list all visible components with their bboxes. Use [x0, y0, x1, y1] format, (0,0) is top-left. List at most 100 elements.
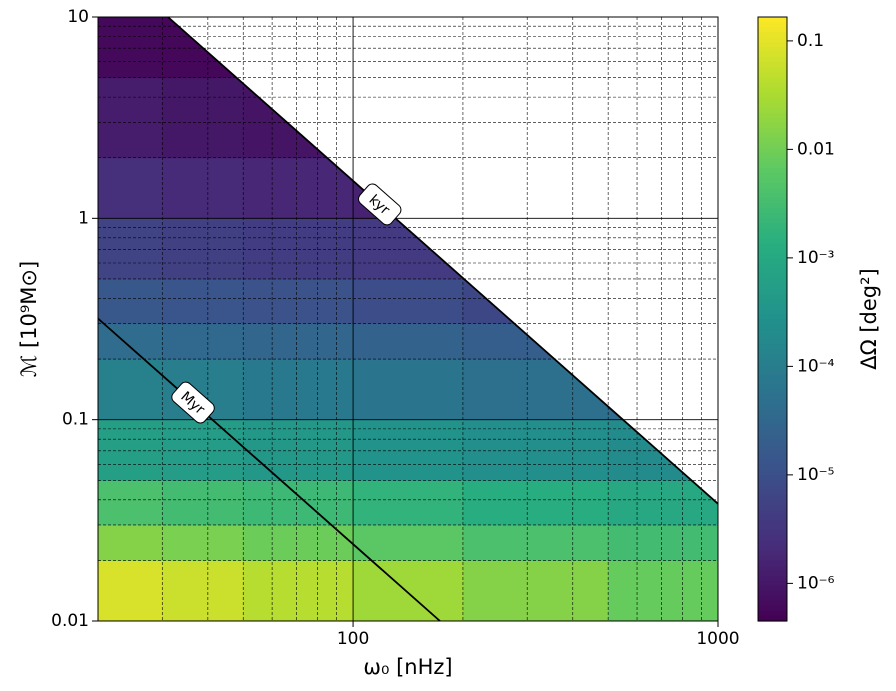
- colorbar-segment: [758, 485, 787, 491]
- colorbar-segment: [758, 288, 787, 295]
- colorbar-segment: [758, 77, 787, 84]
- contour-cell: [162, 480, 244, 526]
- colorbar-segment: [758, 57, 787, 63]
- colorbar-segment: [758, 439, 787, 446]
- contour-cell: [243, 278, 354, 325]
- contour-cell: [162, 278, 244, 325]
- contour-cell: [162, 77, 244, 159]
- contour-cell: [353, 560, 464, 621]
- contour-cell: [98, 278, 163, 325]
- colorbar-segment: [758, 359, 787, 365]
- colorbar-segment: [758, 157, 787, 164]
- plot-frame: [97, 16, 719, 622]
- colorbar-segment: [758, 198, 787, 204]
- colorbar-segment: [758, 530, 787, 537]
- colorbar-segment: [758, 334, 787, 340]
- contour-cell: [243, 560, 354, 621]
- contour-cell: [98, 77, 163, 159]
- colorbar-segment: [758, 213, 787, 219]
- contour-cell: [462, 560, 609, 621]
- colorbar-segment: [758, 17, 787, 23]
- colorbar-segment: [758, 495, 787, 501]
- colorbar-segment: [758, 228, 787, 235]
- colorbar-segment: [758, 273, 787, 280]
- colorbar-segment: [758, 354, 787, 360]
- colorbar-segment: [758, 168, 787, 174]
- contour-cell: [162, 419, 244, 481]
- colorbar-segment: [758, 605, 787, 612]
- colorbar-segment: [758, 137, 787, 144]
- colorbar-segment: [758, 560, 787, 567]
- contour-cell: [162, 524, 244, 561]
- colorbar-segment: [758, 233, 787, 240]
- contour-cell: [162, 560, 244, 621]
- contour-cell: [98, 480, 163, 526]
- contour-cell: [162, 157, 244, 219]
- colorbar-segment: [758, 349, 787, 355]
- colorbar-segment: [758, 183, 787, 189]
- colorbar-segment: [758, 238, 787, 245]
- colorbar-segment: [758, 283, 787, 290]
- line-label-box: [171, 381, 215, 424]
- colorbar-segment: [758, 278, 787, 285]
- colorbar-segment: [758, 464, 787, 471]
- contour-cell: [608, 480, 718, 526]
- contour-cell: [462, 77, 609, 159]
- colorbar-segment: [758, 97, 787, 104]
- colorbar-segment: [758, 444, 787, 451]
- contour-cell: [162, 323, 244, 360]
- colorbar-segment: [758, 193, 787, 199]
- colorbar-segment: [758, 102, 787, 109]
- colorbar-tick-label: 10⁻⁴: [797, 356, 835, 376]
- contour-cell: [243, 480, 354, 526]
- contour-cell: [98, 17, 163, 79]
- colorbar-segment: [758, 414, 787, 421]
- contour-cell: [462, 157, 609, 219]
- colorbar-tick-label: 10⁻³: [797, 248, 834, 268]
- colorbar-segment: [758, 32, 787, 38]
- contour-cell: [98, 524, 163, 561]
- contour-cell: [243, 323, 354, 360]
- contour-cell: [462, 480, 609, 526]
- colorbar-segment: [758, 308, 787, 315]
- colorbar-segment: [758, 610, 787, 617]
- contour-cell: [98, 218, 163, 280]
- contour-cell: [98, 560, 163, 621]
- colorbar-segment: [758, 505, 787, 511]
- contour-cell: [353, 278, 464, 325]
- contour-cell: [243, 524, 354, 561]
- colorbar-segment: [758, 394, 787, 401]
- colorbar-segment: [758, 67, 787, 73]
- contour-cell: [353, 359, 464, 421]
- colorbar-segment: [758, 480, 787, 486]
- contour-cell: [462, 278, 609, 325]
- colorbar-segment: [758, 545, 787, 552]
- colorbar-segment: [758, 404, 787, 411]
- colorbar-segment: [758, 52, 787, 58]
- x-tick-label: 1000: [696, 629, 739, 649]
- colorbar-segment: [758, 188, 787, 194]
- colorbar-segment: [758, 540, 787, 547]
- colorbar-segment: [758, 313, 787, 320]
- contour-cell: [243, 218, 354, 280]
- colorbar-segment: [758, 434, 787, 441]
- colorbar-segment: [758, 490, 787, 496]
- contour-cell: [608, 359, 718, 421]
- colorbar-segment: [758, 112, 787, 119]
- colorbar-segment: [758, 142, 787, 149]
- colorbar-segment: [758, 223, 787, 229]
- contour-cell: [462, 359, 609, 421]
- contour-cell: [462, 419, 609, 481]
- colorbar-segment: [758, 47, 787, 53]
- x-axis-label: ω₀ [nHz]: [363, 655, 452, 679]
- colorbar-segment: [758, 62, 787, 68]
- colorbar-segment: [758, 344, 787, 350]
- colorbar-segment: [758, 374, 787, 380]
- colorbar-segment: [758, 515, 787, 521]
- contour-cell: [608, 560, 718, 621]
- colorbar-tick-label: 0.01: [797, 139, 835, 159]
- contour-cell: [98, 323, 163, 360]
- contour-fill: [98, 17, 718, 621]
- colorbar-segment: [758, 389, 787, 396]
- colorbar-tick-label: 10⁻⁶: [797, 573, 835, 593]
